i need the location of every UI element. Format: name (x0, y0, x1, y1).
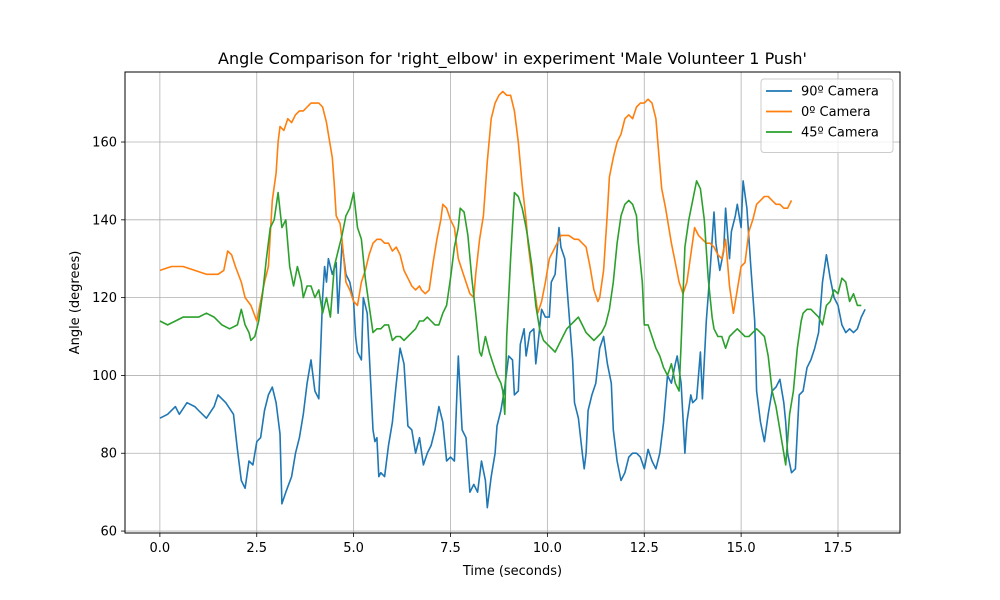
x-tick-label: 7.5 (440, 541, 461, 556)
legend-label: 0º Camera (801, 105, 871, 120)
series-line (159, 180, 866, 509)
x-tick-label: 12.5 (630, 541, 659, 556)
y-axis: 60 80 100 120 140 160 (92, 136, 125, 540)
x-tick-label: 5.0 (343, 541, 364, 556)
series-layer (159, 90, 866, 509)
x-tick-label: 0.0 (150, 541, 171, 556)
x-tick-label: 17.5 (824, 541, 853, 556)
y-axis-label: Angle (degrees) (68, 251, 83, 355)
chart-title: Angle Comparison for 'right_elbow' in ex… (218, 49, 807, 69)
legend-label: 90º Camera (801, 85, 879, 100)
legend-box (760, 78, 894, 153)
x-axis: 0.0 2.5 5.0 7.5 10.0 12.5 15.0 17.5 (150, 533, 853, 556)
legend-label: 45º Camera (801, 126, 879, 141)
y-tick-label: 140 (92, 213, 117, 228)
plot-frame (124, 71, 901, 534)
x-tick-label: 2.5 (246, 541, 267, 556)
legend: 90º Camera 0º Camera 45º Camera (760, 78, 894, 153)
y-tick-label: 80 (100, 447, 117, 462)
y-tick-label: 100 (92, 369, 117, 384)
y-tick-label: 120 (92, 291, 117, 306)
x-tick-label: 15.0 (727, 541, 756, 556)
x-tick-label: 10.0 (533, 541, 562, 556)
y-tick-label: 160 (92, 136, 117, 151)
series-line (159, 180, 862, 466)
y-tick-label: 60 (100, 525, 117, 540)
series-line (159, 90, 793, 322)
x-axis-label: Time (seconds) (462, 564, 562, 579)
